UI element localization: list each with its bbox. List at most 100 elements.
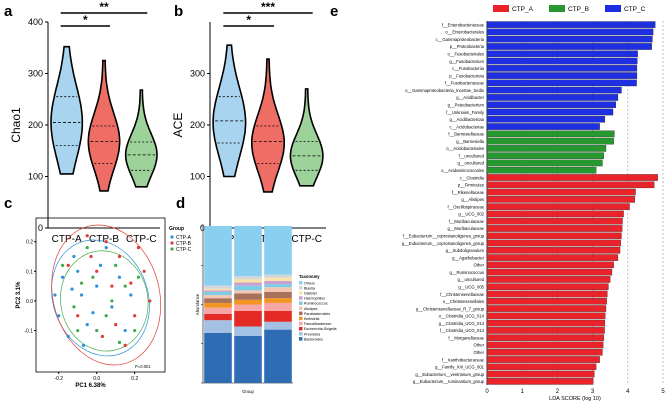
lda-bar <box>486 166 597 174</box>
lda-bar <box>486 348 603 356</box>
stacked-bar-segment-Bacteroides <box>204 332 232 383</box>
lda-bar-label: c__Clostridia <box>460 175 485 180</box>
lda-bar <box>486 297 607 305</box>
lda-bar <box>486 21 656 28</box>
scatter-point-CTP-C <box>85 246 89 250</box>
scatter-point-CTP-C <box>60 263 65 267</box>
lda-bar <box>486 283 609 291</box>
lda-bar-label: g__Acidibacter <box>456 95 484 100</box>
scatter-point-CTP-B <box>110 284 114 288</box>
lda-bar-label: g__Alistipes <box>461 197 484 202</box>
legend-marker <box>170 247 174 251</box>
lda-bar <box>486 137 614 145</box>
stacked-bar-segment-Prevotella <box>204 320 232 333</box>
stacked-bar-segment-Dialister <box>204 288 232 291</box>
scatter-point-CTP-B <box>142 269 146 273</box>
stacked-bar-segment-Alistipes <box>234 290 262 294</box>
scatter-point-CTP-A <box>60 275 65 279</box>
x-tick-label: CTP-C <box>126 234 157 245</box>
lda-bar <box>486 356 600 363</box>
scatter-point-CTP-B <box>114 323 118 327</box>
lda-bar-label: p__Fusobacteriota <box>449 73 484 78</box>
legend-label: Parabacteroides <box>304 312 330 316</box>
legend-swatch <box>299 286 303 290</box>
panel-label-e: e <box>330 3 338 20</box>
legend-label: Prevotella <box>304 332 320 336</box>
panel-label-a: a <box>4 3 13 20</box>
lda-bar-label: c__Gammaproteobacteria <box>436 37 485 42</box>
confidence-ellipse-CTP-C <box>60 250 149 352</box>
confidence-ellipse-CTP-A <box>51 239 150 357</box>
y-tick-label: 400 <box>28 17 43 27</box>
legend-label: CTP_C <box>624 6 646 13</box>
lda-bar-label: f__Clostridia_UCG_014 <box>440 328 485 333</box>
scatter-point-CTP-B <box>95 269 99 273</box>
lda-bar <box>486 363 597 371</box>
legend-swatch <box>299 291 303 295</box>
lda-bar-label: f__Oscillospiraceae <box>447 204 484 209</box>
lda-bar <box>486 145 607 152</box>
lda-bar <box>486 159 603 167</box>
lda-bar <box>486 188 636 196</box>
lda-bar-label: g__Eubacterium__ruminantium_group <box>413 379 485 384</box>
legend-swatch <box>299 311 303 316</box>
plot-frame <box>35 217 166 373</box>
legend-swatch-CTP_C <box>605 5 621 12</box>
y-tick-label: 300 <box>28 69 43 79</box>
lda-bar <box>486 319 606 327</box>
lda-bar <box>486 101 616 109</box>
scatter-point-CTP-B <box>85 234 89 238</box>
scatter-point-CTP-A <box>98 263 103 267</box>
lda-bar-label: g__Christensenellaceae_R_7_group <box>416 306 485 311</box>
y-tick-label: 200 <box>28 120 43 130</box>
stacked-bar-segment-Ruminococcus <box>264 284 292 288</box>
lda-bar <box>486 115 606 123</box>
legend-label: Escherichia-Shigella <box>304 327 337 331</box>
lda-bar <box>486 86 622 94</box>
y-tick-label: -0.1 <box>24 329 33 335</box>
lda-bar <box>486 203 630 210</box>
lda-bar <box>486 290 608 298</box>
legend-label: Ruminococcus <box>304 302 328 306</box>
lda-bar-label: g__Fusobacterium <box>449 59 484 64</box>
scatter-point-CTP-C <box>136 275 141 279</box>
lda-bar-label: g__Clostridia_UCG_014 <box>439 321 485 326</box>
scatter-point-CTP-C <box>91 275 95 279</box>
lda-bar <box>486 152 605 159</box>
x-tick-label: 5 <box>661 389 665 395</box>
lda-bar-label: g__UCG_005 <box>458 284 484 289</box>
scatter-point-CTP-C <box>133 328 137 333</box>
scatter-point-CTP-B <box>136 246 141 250</box>
lda-bar-label: f__Fusobacteriaceae <box>445 81 485 86</box>
lda-bar-label: o__Enterobacterales <box>445 30 484 35</box>
violin-CTP-B <box>87 59 121 192</box>
scatter-point-CTP-A <box>110 305 114 309</box>
scatter-point-CTP-C <box>104 314 108 318</box>
lda-bar <box>486 35 653 43</box>
legend-label: CTP-B <box>176 241 192 247</box>
lda-bar <box>486 268 613 276</box>
y-tick-label: 0.2 <box>26 240 33 246</box>
panel-label-b: b <box>174 3 183 20</box>
lda-bar-label: o__Acidaminococcales <box>441 168 484 173</box>
scatter-point-CTP-A <box>70 287 74 291</box>
scatter-point-CTP-A <box>129 293 133 297</box>
lda-bar <box>486 225 623 232</box>
stacked-bar-segment-Others <box>264 226 292 275</box>
lda-bar-label: p__Proteobacteria <box>450 44 485 49</box>
scatter-point-CTP-C <box>72 305 76 309</box>
y-axis-label: Abundance <box>195 293 200 315</box>
lda-bar <box>486 181 655 189</box>
legend-label: CTP-A <box>176 235 192 241</box>
legend-label: Alistipes <box>304 307 318 311</box>
x-tick-label: CTP-C <box>291 234 322 245</box>
lda-bar <box>486 239 621 247</box>
lda-bar <box>486 43 652 50</box>
lda-bar <box>486 108 614 116</box>
stacked-bar-segment-Ruminococcus <box>204 291 232 296</box>
lda-bar-label: f__Christensenellaceae <box>440 292 484 297</box>
scatter-point-CTP-C <box>117 340 122 344</box>
lda-bar <box>486 305 607 312</box>
scatter-point-CTP-A <box>91 311 95 315</box>
